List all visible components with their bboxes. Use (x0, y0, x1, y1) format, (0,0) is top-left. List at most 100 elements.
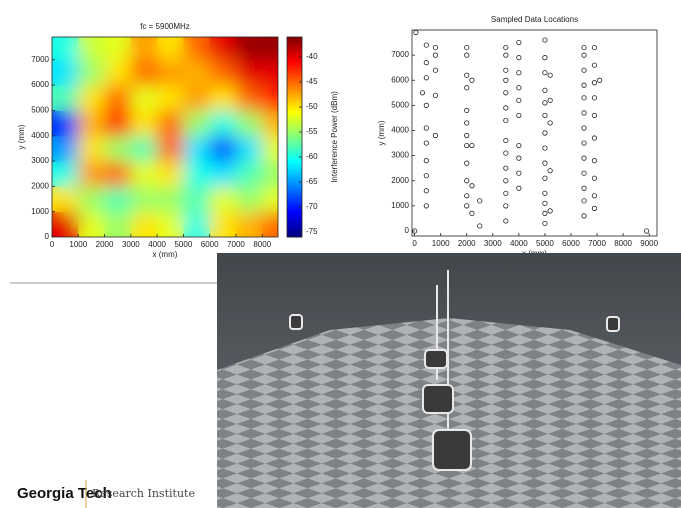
heat-smooth (52, 34, 289, 237)
heat-cell-smooth (52, 186, 79, 212)
sample-point (424, 141, 428, 145)
y-tick-label: 4000 (31, 131, 49, 140)
x-tick-label: 0 (50, 240, 55, 249)
sample-point (543, 191, 547, 195)
x-tick-label: 1000 (432, 239, 450, 248)
heat-cell-smooth (210, 212, 237, 238)
y-tick-label: 2000 (391, 176, 409, 185)
heat-cell-smooth (131, 136, 158, 162)
sample-point (517, 55, 521, 59)
sample-point (424, 43, 428, 47)
sample-point (470, 78, 474, 82)
sample-point (548, 209, 552, 213)
sample-point (433, 93, 437, 97)
heat-cell-smooth (183, 186, 210, 212)
heat-cell-smooth (105, 136, 132, 162)
chart-title: fc = 5900MHz (140, 22, 190, 31)
sample-point (465, 121, 469, 125)
heat-cell-smooth (78, 110, 105, 136)
heat-cell-smooth (105, 161, 132, 187)
sample-point (548, 168, 552, 172)
heat-cell-smooth (131, 34, 158, 60)
plot-area (412, 30, 657, 236)
heat-cell-smooth (52, 212, 79, 238)
sample-point (465, 73, 469, 77)
heat-cell-smooth (52, 136, 79, 162)
heat-cell-smooth (157, 85, 184, 111)
sample-point (504, 68, 508, 72)
sample-point (504, 118, 508, 122)
heat-cell-smooth (210, 110, 237, 136)
sample-point (592, 158, 596, 162)
sample-point (517, 71, 521, 75)
x-tick-label: 6000 (562, 239, 580, 248)
sample-point (424, 126, 428, 130)
heat-cell-smooth (157, 60, 184, 86)
heat-cell-smooth (236, 136, 263, 162)
heat-cell-smooth (183, 136, 210, 162)
x-tick-label: 5000 (174, 240, 192, 249)
sample-point (543, 38, 547, 42)
sample-point (424, 174, 428, 178)
heat-cell-smooth (210, 60, 237, 86)
page: {"chart_data": [ {"type": "heatmap", "ti… (0, 0, 681, 508)
x-tick-label: 7000 (588, 239, 606, 248)
sample-point (504, 53, 508, 57)
heatmap-chart: fc = 5900MHzx (mm)y (mm)0100020003000400… (17, 22, 339, 259)
sample-point (504, 45, 508, 49)
sample-point (592, 63, 596, 67)
sample-point (543, 88, 547, 92)
colorbar-label: Interference Power (dBm) (330, 91, 339, 183)
x-tick-label: 2000 (96, 240, 114, 249)
y-tick-label: 7000 (31, 55, 49, 64)
heat-cell-smooth (210, 161, 237, 187)
heat-cell-smooth (131, 85, 158, 111)
heat-cell-smooth (78, 212, 105, 238)
y-tick-label: 0 (405, 226, 410, 235)
sample-point (592, 206, 596, 210)
sample-point (465, 86, 469, 90)
sample-point (548, 121, 552, 125)
heat-cell-smooth (183, 212, 210, 238)
sample-point (504, 138, 508, 142)
sample-point (424, 103, 428, 107)
heat-cell-smooth (157, 110, 184, 136)
heat-cell-smooth (131, 186, 158, 212)
sample-point (582, 141, 586, 145)
sample-point (517, 98, 521, 102)
sample-point (582, 96, 586, 100)
heat-cell-smooth (78, 85, 105, 111)
sample-point (592, 45, 596, 49)
heat-cell-smooth (210, 186, 237, 212)
y-tick-label: 3000 (31, 156, 49, 165)
x-tick-label: 2000 (458, 239, 476, 248)
sample-point (504, 106, 508, 110)
y-tick-label: 1000 (391, 201, 409, 210)
sample-point (478, 199, 482, 203)
sample-point (597, 78, 601, 82)
sample-point (517, 40, 521, 44)
sample-point (582, 83, 586, 87)
sample-point (424, 60, 428, 64)
x-tick-label: 3000 (122, 240, 140, 249)
heat-cell-smooth (131, 212, 158, 238)
sample-point (517, 86, 521, 90)
heat-cell-smooth (157, 161, 184, 187)
sample-point (592, 113, 596, 117)
x-tick-label: 6000 (201, 240, 219, 249)
x-tick-label: 0 (412, 239, 417, 248)
heat-cell-smooth (183, 34, 210, 60)
colorbar-tick-label: -40 (306, 52, 318, 61)
sample-point (644, 229, 648, 233)
heat-cell-smooth (78, 136, 105, 162)
y-tick-label: 3000 (391, 151, 409, 160)
heat-cell-smooth (131, 60, 158, 86)
sample-point (582, 214, 586, 218)
sample-point (465, 133, 469, 137)
sample-point (543, 201, 547, 205)
sample-point (582, 171, 586, 175)
sample-point (470, 143, 474, 147)
sample-point (582, 199, 586, 203)
sample-point (543, 221, 547, 225)
sample-point (592, 136, 596, 140)
